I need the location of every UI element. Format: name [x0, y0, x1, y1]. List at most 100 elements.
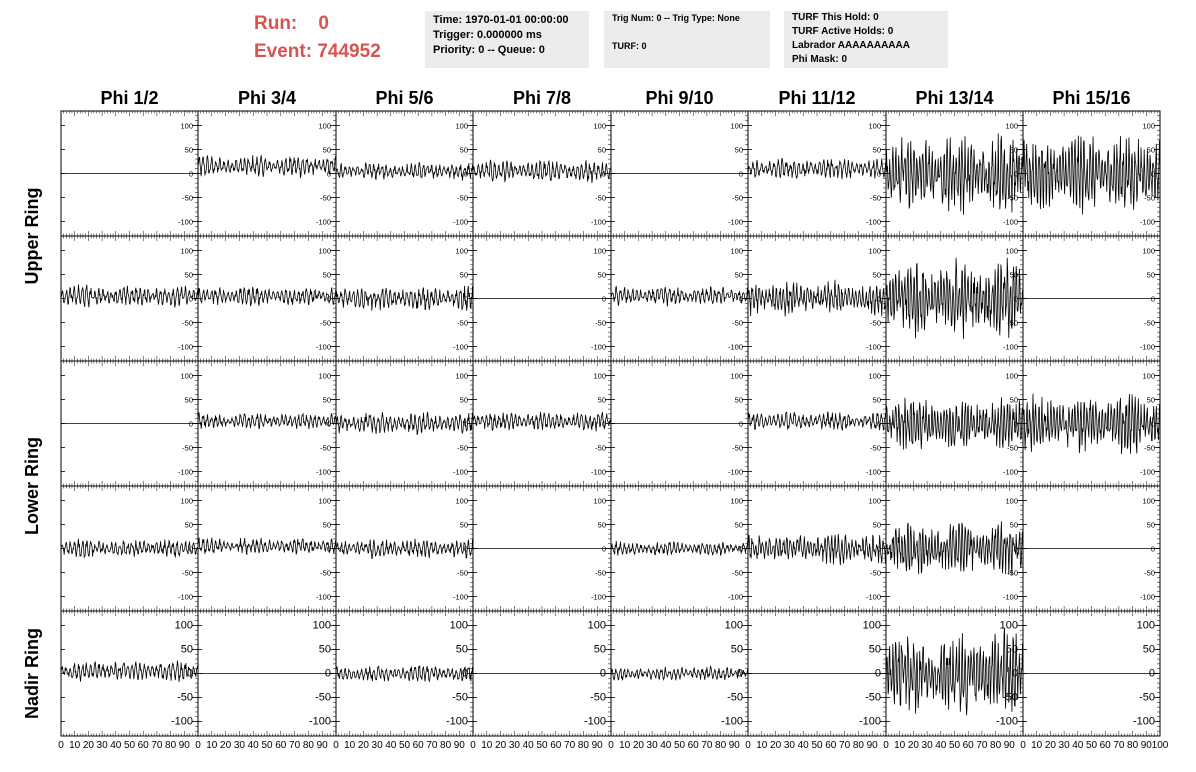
priority-line: Priority: 0 -- Queue: 0 [433, 44, 545, 56]
y-tick-label: -100 [453, 593, 468, 602]
y-tick-label: -100 [866, 468, 881, 477]
time-line: Time: 1970-01-01 00:00:00 [433, 14, 569, 26]
y-tick-label: -100 [446, 716, 468, 728]
y-tick-label: -100 [453, 218, 468, 227]
y-tick-label: 50 [735, 270, 743, 279]
y-tick-label: 50 [873, 520, 881, 529]
waveform-trace [60, 284, 199, 308]
run-value: 0 [318, 13, 329, 34]
y-tick-label: 50 [323, 145, 331, 154]
y-tick-label: 50 [323, 520, 331, 529]
y-tick-label: -100 [453, 468, 468, 477]
y-tick-label: -100 [1140, 218, 1155, 227]
y-tick-label: -50 [595, 569, 606, 578]
y-tick-label: 0 [1151, 420, 1155, 429]
y-tick-label: 50 [185, 270, 193, 279]
y-tick-label: -100 [728, 593, 743, 602]
y-tick-label: -50 [320, 194, 331, 203]
y-tick-label: 100 [1005, 371, 1018, 380]
y-tick-label: 50 [319, 643, 331, 655]
y-tick-label: 100 [593, 121, 606, 130]
y-tick-label: 0 [1014, 295, 1018, 304]
y-tick-label: 50 [1147, 520, 1155, 529]
y-tick-label: -50 [595, 194, 606, 203]
y-tick-label: 100 [868, 121, 881, 130]
waveform-trace [472, 411, 612, 432]
ring-label: Lower Ring [22, 437, 42, 535]
y-tick-label: 50 [185, 520, 193, 529]
trig-num-line: Trig Num: 0 -- Trig Type: None [612, 13, 740, 23]
waveform-trace [610, 540, 749, 557]
time-info-box: Time: 1970-01-01 00:00:00 Trigger: 0.000… [425, 11, 589, 68]
y-tick-label: -100 [1140, 593, 1155, 602]
y-tick-label: 0 [189, 170, 193, 179]
y-tick-label: 50 [735, 145, 743, 154]
y-tick-label: 50 [185, 395, 193, 404]
y-tick-label: -50 [457, 444, 468, 453]
y-tick-label: 50 [598, 395, 606, 404]
y-tick-label: 100 [313, 619, 331, 631]
y-tick-label: 50 [1010, 395, 1018, 404]
y-tick-label: -50 [315, 692, 331, 704]
y-tick-label: -50 [1144, 569, 1155, 578]
y-tick-label: -100 [316, 343, 331, 352]
y-tick-label: 50 [598, 270, 606, 279]
event-label: Event: [254, 41, 313, 62]
y-tick-label: 0 [1151, 170, 1155, 179]
y-tick-label: -50 [457, 319, 468, 328]
column-header: Phi 13/14 [915, 88, 993, 108]
y-tick-label: 50 [873, 145, 881, 154]
y-tick-label: -100 [316, 593, 331, 602]
waveform-trace [335, 162, 474, 181]
turf-hold-line: TURF This Hold: 0 [792, 12, 879, 23]
turf-line: TURF: 0 [612, 41, 647, 51]
y-tick-label: 50 [460, 520, 468, 529]
y-tick-label: 0 [464, 420, 468, 429]
y-tick-label: -100 [178, 593, 193, 602]
ring-label: Nadir Ring [22, 628, 42, 719]
y-tick-label: -50 [182, 444, 193, 453]
y-tick-label: 100 [455, 121, 468, 130]
y-tick-label: 100 [180, 371, 193, 380]
y-tick-label: 0 [877, 170, 881, 179]
y-tick-label: -50 [1007, 444, 1018, 453]
event-value: 744952 [317, 41, 381, 62]
y-tick-label: 50 [1010, 145, 1018, 154]
trigger-line: Trigger: 0.000000 ms [433, 29, 542, 41]
run-event-header: Run: 0 Event: 744952 [254, 10, 381, 66]
y-tick-label: 50 [460, 395, 468, 404]
trig-info-box: Trig Num: 0 -- Trig Type: None TURF: 0 [604, 11, 770, 68]
y-tick-label: -50 [1144, 444, 1155, 453]
y-tick-label: 100 [730, 496, 743, 505]
y-tick-label: -100 [178, 343, 193, 352]
y-tick-label: -100 [1003, 468, 1018, 477]
y-tick-label: 100 [868, 496, 881, 505]
y-tick-label: -100 [1003, 218, 1018, 227]
y-tick-label: -50 [320, 569, 331, 578]
y-tick-label: -100 [1003, 343, 1018, 352]
y-tick-label: 100 [455, 246, 468, 255]
y-tick-label: -50 [1144, 194, 1155, 203]
y-tick-label: 0 [602, 295, 606, 304]
y-tick-label: 100 [868, 371, 881, 380]
y-tick-label: 50 [1147, 270, 1155, 279]
y-tick-label: -50 [1007, 569, 1018, 578]
y-tick-label: 0 [464, 295, 468, 304]
y-tick-label: 100 [180, 121, 193, 130]
y-tick-label: 100 [318, 121, 331, 130]
turf-active-line: TURF Active Holds: 0 [792, 26, 894, 37]
y-tick-label: -50 [457, 569, 468, 578]
y-tick-label: -100 [453, 343, 468, 352]
y-tick-label: 0 [1151, 545, 1155, 554]
y-tick-label: -100 [866, 593, 881, 602]
y-tick-label: 100 [1005, 496, 1018, 505]
y-tick-label: 50 [460, 270, 468, 279]
run-label: Run: [254, 13, 298, 34]
y-tick-label: -50 [1007, 194, 1018, 203]
y-tick-label: -100 [728, 468, 743, 477]
y-tick-label: 0 [1151, 295, 1155, 304]
waveform-trace [1022, 393, 1161, 455]
y-tick-label: -100 [591, 218, 606, 227]
y-tick-label: 50 [873, 270, 881, 279]
waveform-trace [335, 411, 474, 435]
